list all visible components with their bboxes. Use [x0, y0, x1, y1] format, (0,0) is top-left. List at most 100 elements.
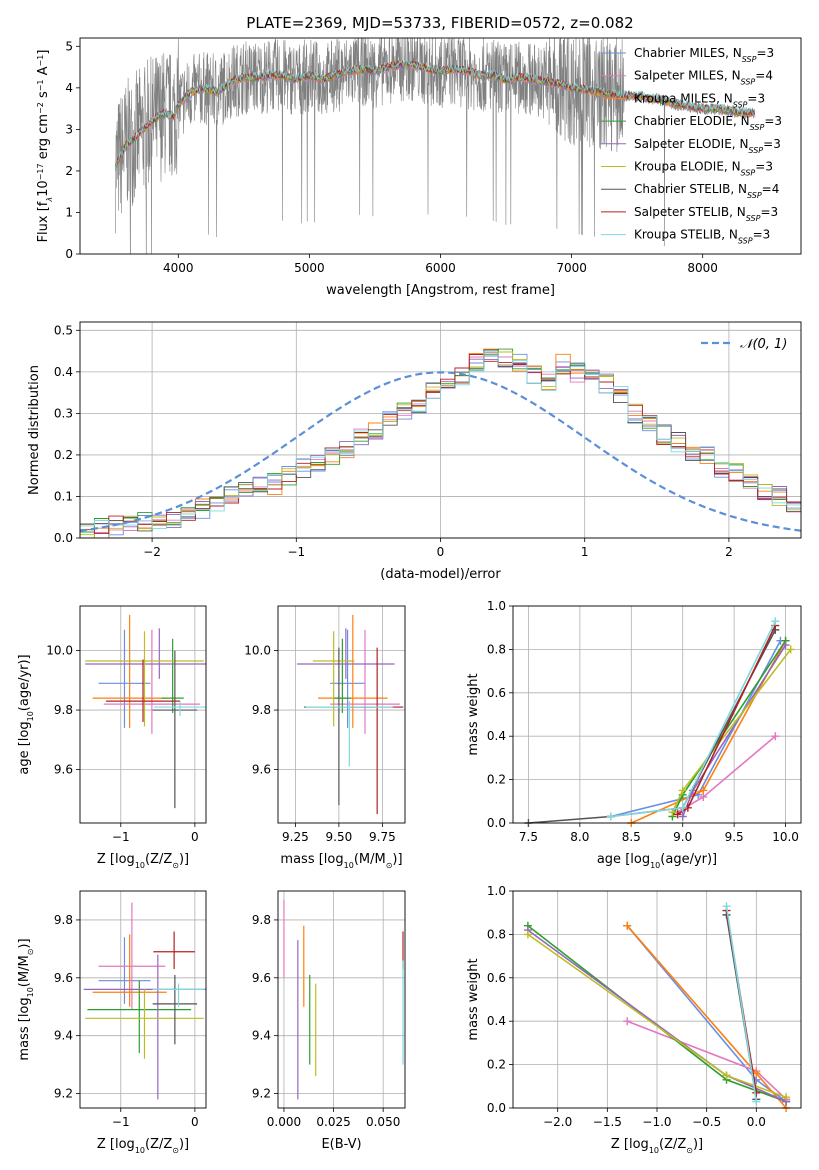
- y-tick-label: 9.2: [54, 1087, 73, 1101]
- legend-label-part: 3: [774, 114, 782, 128]
- y-tick-label: 0.0: [487, 816, 506, 830]
- y-axis-label-part: age [log: [17, 721, 32, 774]
- legend-label-part: N: [724, 91, 733, 105]
- y-axis-label-part: mass [log: [17, 997, 32, 1060]
- y-tick-label: 9.6: [252, 762, 271, 776]
- legend-label-part: 3: [771, 205, 779, 219]
- x-axis-label-part: (Z/Z: [145, 852, 172, 867]
- axes-frame: [512, 890, 802, 1109]
- legend-label: Salpeter STELIB, NSSP=3: [634, 205, 778, 223]
- legend-label-part: =: [755, 69, 765, 83]
- y-tick-label: 0.4: [487, 729, 506, 743]
- age-vs-metallicity-panel: −1 09.69.810.0Z [log10(Z/Z⊙)]age [log10(a…: [17, 605, 207, 870]
- legend-label-part: SSP: [741, 77, 756, 86]
- x-axis-label-part: Z [log: [97, 852, 135, 867]
- y-tick-label: 0.3: [54, 406, 73, 420]
- y-axis-label: mass weight: [466, 958, 481, 1040]
- x-axis-label: wavelength [Angstrom, rest frame]: [326, 283, 555, 298]
- x-axis-label-part: ⊙: [386, 861, 393, 870]
- legend-label: Kroupa STELIB, NSSP=3: [634, 228, 770, 246]
- y-axis-label: mass [log10(M/M⊙)]: [17, 938, 35, 1060]
- legend-label-part: Kroupa STELIB: [634, 228, 721, 242]
- mass-weight-marker-kroupa_stelib: [678, 803, 687, 812]
- legend-label-part: ,: [725, 46, 733, 60]
- legend-label-part: 4: [772, 182, 780, 196]
- mass-weight-marker-salpeter_elodie: [678, 812, 687, 821]
- y-axis-label-part: −17: [36, 163, 45, 180]
- mass-weight-marker-kroupa_stelib: [771, 617, 780, 626]
- y-axis-label-part: λ: [45, 197, 54, 203]
- y-tick-label: 0.0: [487, 1101, 506, 1115]
- x-tick-label: 1: [581, 545, 589, 559]
- y-axis-label-part: )]: [17, 938, 32, 948]
- axes-frame: [277, 605, 406, 824]
- legend-label: Kroupa ELODIE, NSSP=3: [634, 160, 773, 178]
- legend-label-part: =: [762, 182, 772, 196]
- legend-label-part: ,: [733, 114, 741, 128]
- mass-weight-marker-kroupa_elodie: [786, 645, 795, 654]
- mass-weight-marker-salpeter_stelib: [752, 1088, 761, 1097]
- mass-weight-line-kroupa_stelib: [725, 906, 758, 1102]
- x-axis-label: Z [log10(Z/Z⊙)]: [97, 1137, 189, 1155]
- x-tick-label: 0: [437, 545, 445, 559]
- y-tick-label: 0.0: [54, 531, 73, 545]
- x-tick-label: 9.75: [369, 830, 396, 844]
- legend-label-part: N: [737, 205, 746, 219]
- y-tick-label: 0.1: [54, 489, 73, 503]
- model-spectrum-kroupa_stelib: [115, 59, 756, 169]
- y-tick-label: 0.2: [54, 448, 73, 462]
- legend-label: Salpeter ELODIE, NSSP=3: [634, 137, 781, 155]
- y-axis-label: mass weight: [466, 673, 481, 755]
- residual-histogram-kroupa_stelib: [80, 351, 801, 529]
- x-axis-label-part: 10: [650, 861, 660, 870]
- y-tick-label: 0.8: [487, 927, 506, 941]
- x-axis-label-part: (M/M: [354, 852, 386, 867]
- x-axis-label-part: (age/yr)]: [660, 852, 717, 867]
- legend-label-part: 3: [767, 46, 775, 60]
- axes-frame: [79, 37, 802, 255]
- y-axis-label-part: −1: [36, 55, 45, 67]
- x-axis-label-part: ⊙: [172, 861, 179, 870]
- y-axis-label-part: ]: [36, 50, 51, 55]
- mass-weight-vs-age-panel: 7.5 8.0 8.5 9.0 9.5 10.0 0.0 0.2 0.4 0.6 0.8 1.0 age…: [466, 599, 802, 870]
- x-axis-label: (data-model)/error: [380, 567, 501, 582]
- x-tick-label: 0.025: [316, 1115, 350, 1129]
- legend-label-part: N: [741, 114, 750, 128]
- mass-weight-marker-salpeter_elodie: [781, 641, 790, 650]
- x-tick-label: −1: [112, 830, 130, 844]
- x-axis-label-part: (Z/Z: [659, 1137, 686, 1152]
- mass-weight-marker-kroupa_elodie: [678, 786, 687, 795]
- legend-label-part: SSP: [747, 191, 762, 200]
- legend-label: Salpeter MILES, NSSP=4: [634, 69, 773, 87]
- x-axis-label-part: ⊙: [686, 1146, 693, 1155]
- x-tick-label: 0.0: [747, 1115, 766, 1129]
- y-tick-label: 9.6: [252, 971, 271, 985]
- y-tick-label: 2: [65, 164, 73, 178]
- x-tick-label: 9.25: [282, 830, 309, 844]
- mass-weight-line-kroupa_miles: [630, 640, 787, 824]
- legend-label-part: N: [729, 228, 738, 242]
- mass-weight-marker-kroupa_elodie: [782, 1093, 791, 1102]
- legend-label-part: SSP: [750, 123, 765, 132]
- legend-label-part: 3: [773, 137, 781, 151]
- x-axis-label-part: )]: [179, 852, 189, 867]
- y-tick-label: 0.6: [487, 971, 506, 985]
- legend-label-part: =: [755, 160, 765, 174]
- x-axis-label-part: 10: [135, 1146, 145, 1155]
- y-tick-label: 1.0: [487, 599, 506, 613]
- legend-label-part: ,: [716, 91, 724, 105]
- legend-label-part: N: [733, 46, 742, 60]
- mass-weight-marker-kroupa_stelib: [606, 812, 615, 821]
- y-tick-label: 9.8: [252, 913, 271, 927]
- legend-label-part: =: [747, 91, 757, 105]
- x-tick-label: 7.5: [519, 830, 538, 844]
- x-axis-label-part: 10: [649, 1146, 659, 1155]
- x-axis-label-part: 10: [344, 861, 354, 870]
- legend-label-part: =: [764, 114, 774, 128]
- legend-label-part: 3: [765, 160, 773, 174]
- y-tick-label: 9.8: [252, 703, 271, 717]
- y-tick-label: 9.8: [54, 703, 73, 717]
- y-tick-label: 9.2: [252, 1087, 271, 1101]
- residual-histogram-kroupa_miles: [80, 348, 801, 529]
- y-axis-label-part: 10: [26, 711, 35, 721]
